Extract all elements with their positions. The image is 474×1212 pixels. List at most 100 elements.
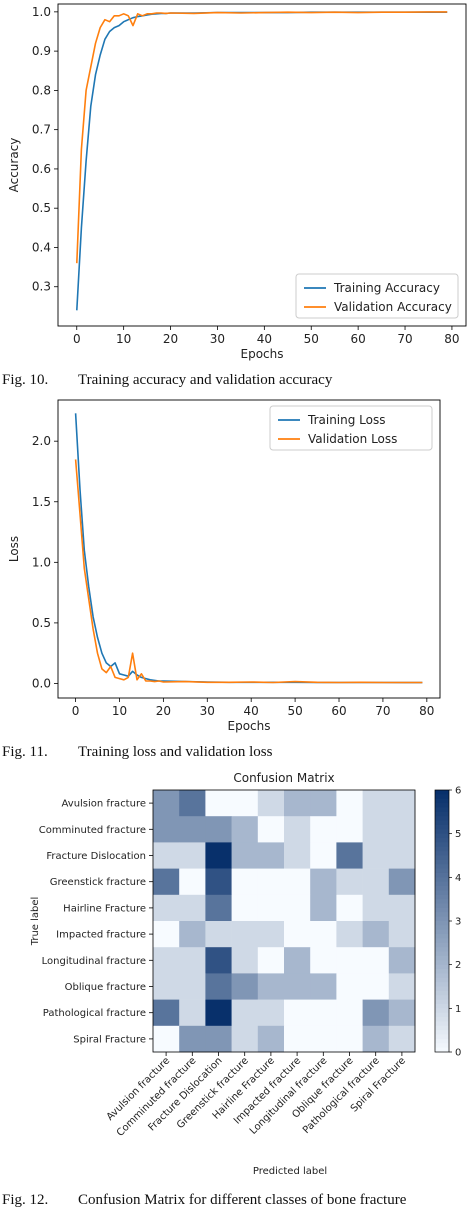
heatmap-cell xyxy=(231,790,259,817)
colorbar-segment xyxy=(435,1047,449,1053)
y-axis-label: Loss xyxy=(7,536,21,562)
colorbar-segment xyxy=(435,851,449,857)
x-tick-label: 80 xyxy=(444,332,459,346)
y-axis-label: True label xyxy=(30,897,41,947)
heatmap-cell xyxy=(310,790,337,817)
heatmap-cell xyxy=(231,1025,259,1053)
figure-number: Fig. 12. xyxy=(2,1192,49,1208)
x-tick-label: 60 xyxy=(350,332,365,346)
heatmap-cell xyxy=(310,1025,337,1053)
colorbar-segment xyxy=(435,921,449,926)
colorbar-segment xyxy=(435,877,449,883)
colorbar-segment xyxy=(435,899,449,905)
heatmap-cell xyxy=(231,816,259,843)
heatmap-cell xyxy=(388,790,416,817)
figure-number: Fig. 10. xyxy=(2,372,49,388)
heatmap-cell xyxy=(362,894,390,922)
heatmap-cell xyxy=(388,816,416,843)
heatmap-cell xyxy=(205,921,232,948)
heatmap-cell xyxy=(362,816,390,843)
heatmap-cell xyxy=(257,894,285,922)
legend-label: Validation Loss xyxy=(308,432,397,446)
heatmap-cell xyxy=(336,790,363,817)
colorbar-segment xyxy=(435,1017,449,1023)
heatmap-cell xyxy=(179,816,206,843)
figure-caption-text: Training accuracy and validation accurac… xyxy=(78,372,333,388)
heatmap-cell xyxy=(388,894,416,922)
heatmap-cell xyxy=(153,973,180,1000)
y-tick-label: 0.4 xyxy=(32,240,51,254)
y-tick-label: 1.0 xyxy=(32,555,51,569)
colorbar-segment xyxy=(435,846,449,852)
y-tick-label: 1.0 xyxy=(32,5,51,19)
x-tick-label: 70 xyxy=(375,704,390,718)
heatmap-cell xyxy=(310,868,337,896)
colorbar-segment xyxy=(435,886,449,892)
y-tick-label: 0.7 xyxy=(32,123,51,137)
colorbar-tick-label: 2 xyxy=(455,960,461,971)
x-tick-label: 40 xyxy=(244,704,259,718)
figure-caption-text: Training loss and validation loss xyxy=(78,744,273,760)
heatmap-cell xyxy=(179,868,206,896)
heatmap-cell xyxy=(336,999,363,1027)
legend-label: Training Accuracy xyxy=(333,281,440,295)
heatmap-cell xyxy=(153,894,180,922)
colorbar-segment xyxy=(435,894,449,900)
colorbar-segment xyxy=(435,969,449,974)
heatmap-cell xyxy=(388,1025,416,1053)
y-axis-label: Accuracy xyxy=(7,138,21,193)
row-label: Fracture Dislocation xyxy=(46,851,146,862)
x-tick-label: 70 xyxy=(397,332,412,346)
x-tick-label: 10 xyxy=(112,704,127,718)
heatmap-cell xyxy=(153,790,180,817)
heatmap-cell xyxy=(336,947,363,974)
heatmap-cell xyxy=(231,868,259,896)
colorbar-segment xyxy=(435,864,449,870)
colorbar-segment xyxy=(435,790,449,795)
figure-number: Fig. 11. xyxy=(2,744,48,760)
heatmap-cell xyxy=(388,921,416,948)
heatmap-cell xyxy=(205,1025,232,1053)
heatmap-cell xyxy=(205,842,232,869)
row-label: Greenstick fracture xyxy=(50,877,146,888)
heatmap-cell xyxy=(257,947,285,974)
colorbar-segment xyxy=(435,881,449,887)
colorbar-segment xyxy=(435,820,449,826)
heatmap-cell xyxy=(257,973,285,1000)
heatmap-cell xyxy=(205,894,232,922)
colorbar-segment xyxy=(435,1003,449,1009)
colorbar-segment xyxy=(435,912,449,918)
heatmap-cell xyxy=(284,947,311,974)
figure-caption: Fig. 10. Training accuracy and validation… xyxy=(2,372,332,389)
x-tick-label: 20 xyxy=(156,704,171,718)
accuracy-chart: 0 10 20 30 40 50 60 70 80 0.3 0.4 0.5 0.6 0.7 0.8 0.9 1.… xyxy=(7,3,467,361)
y-tick-label: 0.0 xyxy=(32,676,51,690)
colorbar-segment xyxy=(435,1038,449,1044)
heatmap-cell xyxy=(310,999,337,1027)
heatmap-cell xyxy=(179,842,206,869)
heatmap-cell xyxy=(179,894,206,922)
x-tick-label: 50 xyxy=(304,332,319,346)
colorbar-segment xyxy=(435,1034,449,1040)
colorbar-segment xyxy=(435,995,449,1001)
heatmap-cell xyxy=(205,999,232,1027)
colorbar-segment xyxy=(435,794,449,800)
chart-title: Confusion Matrix xyxy=(233,771,334,785)
heatmap-cell xyxy=(362,999,390,1027)
row-label: Avulsion fracture xyxy=(62,799,146,810)
heatmap-cell xyxy=(362,868,390,896)
heatmap-cell xyxy=(179,921,206,948)
heatmap-cell xyxy=(284,973,311,1000)
row-label: Oblique fracture xyxy=(65,982,146,993)
heatmap-cell xyxy=(336,868,363,896)
heatmap-cell xyxy=(179,947,206,974)
legend-label: Training Loss xyxy=(307,413,385,427)
heatmap-cell xyxy=(205,947,232,974)
heatmap-cell xyxy=(336,842,363,869)
heatmap-cell xyxy=(153,947,180,974)
heatmap-cell xyxy=(310,921,337,948)
colorbar-segment xyxy=(435,1025,449,1031)
colorbar-segment xyxy=(435,916,449,922)
colorbar-segment xyxy=(435,925,449,931)
x-axis-label: Epochs xyxy=(228,719,271,733)
